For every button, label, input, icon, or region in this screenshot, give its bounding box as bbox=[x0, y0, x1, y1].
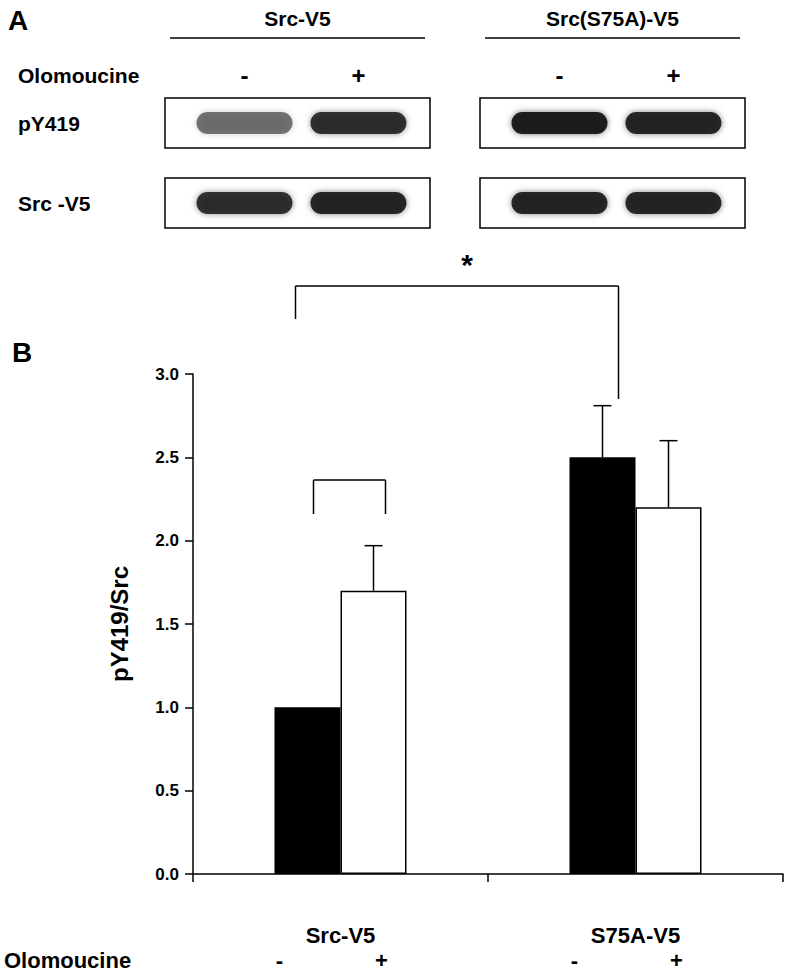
svg-text:0.5: 0.5 bbox=[155, 781, 179, 800]
svg-text:-: - bbox=[276, 948, 283, 973]
svg-text:B: B bbox=[12, 337, 32, 368]
svg-text:1.5: 1.5 bbox=[155, 615, 179, 634]
svg-text:S75A-V5: S75A-V5 bbox=[591, 923, 680, 948]
svg-text:+: + bbox=[666, 62, 680, 89]
svg-text:-: - bbox=[556, 62, 564, 89]
svg-text:+: + bbox=[670, 948, 683, 973]
svg-text:Src -V5: Src -V5 bbox=[18, 192, 91, 215]
svg-text:-: - bbox=[241, 62, 249, 89]
svg-text:*: * bbox=[461, 248, 473, 281]
svg-text:+: + bbox=[351, 62, 365, 89]
svg-text:Src(S75A)-V5: Src(S75A)-V5 bbox=[546, 7, 679, 30]
svg-text:pY419: pY419 bbox=[18, 112, 80, 135]
svg-text:Src-V5: Src-V5 bbox=[264, 7, 331, 30]
svg-text:Olomoucine: Olomoucine bbox=[4, 948, 131, 973]
svg-text:3.0: 3.0 bbox=[155, 365, 179, 384]
svg-text:+: + bbox=[375, 948, 388, 973]
svg-text:A: A bbox=[8, 5, 28, 36]
svg-text:Src-V5: Src-V5 bbox=[306, 923, 376, 948]
svg-text:2.5: 2.5 bbox=[155, 448, 179, 467]
svg-text:Olomoucine: Olomoucine bbox=[18, 64, 139, 87]
svg-text:0.0: 0.0 bbox=[155, 865, 179, 884]
svg-text:2.0: 2.0 bbox=[155, 531, 179, 550]
svg-text:pY419/Src: pY419/Src bbox=[106, 566, 133, 682]
svg-text:1.0: 1.0 bbox=[155, 698, 179, 717]
svg-text:-: - bbox=[571, 948, 578, 973]
